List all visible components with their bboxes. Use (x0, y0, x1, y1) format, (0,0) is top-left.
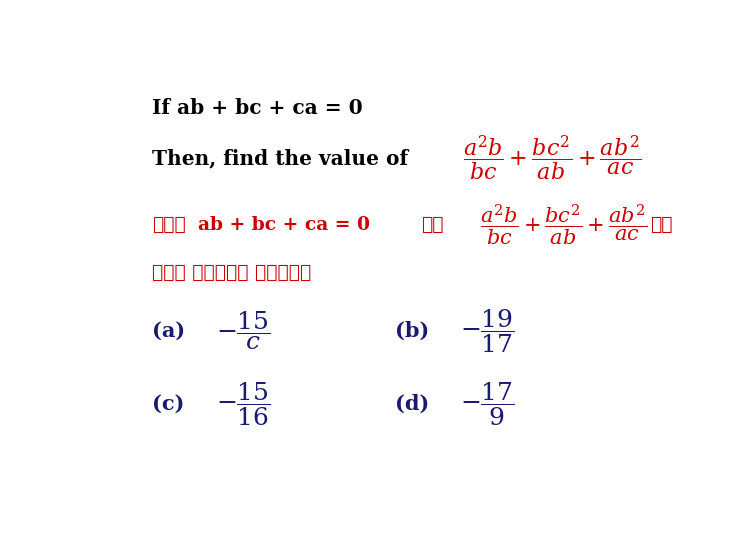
Text: (b): (b) (396, 321, 430, 341)
Text: $-\dfrac{19}{17}$: $-\dfrac{19}{17}$ (460, 307, 514, 355)
Text: $-\dfrac{17}{9}$: $-\dfrac{17}{9}$ (460, 380, 514, 428)
Text: $-\dfrac{15}{c}$: $-\dfrac{15}{c}$ (216, 309, 271, 352)
Text: मान ज्ञात कीजिए: मान ज्ञात कीजिए (152, 263, 311, 282)
Text: तो: तो (421, 215, 444, 234)
Text: ab + bc + ca = 0: ab + bc + ca = 0 (198, 216, 370, 234)
Text: (d): (d) (396, 394, 430, 414)
Text: $\dfrac{a^2b}{bc}+\dfrac{bc^2}{ab}+\dfrac{ab^2}{ac}$: $\dfrac{a^2b}{bc}+\dfrac{bc^2}{ab}+\dfra… (480, 202, 647, 247)
Text: का: का (650, 215, 672, 234)
Text: $-\dfrac{15}{16}$: $-\dfrac{15}{16}$ (216, 380, 271, 428)
Text: (c): (c) (152, 394, 184, 414)
Text: If ab + bc + ca = 0: If ab + bc + ca = 0 (152, 98, 363, 118)
Text: $\dfrac{a^2b}{bc}+\dfrac{bc^2}{ab}+\dfrac{ab^2}{ac}$: $\dfrac{a^2b}{bc}+\dfrac{bc^2}{ab}+\dfra… (463, 134, 641, 183)
Text: (a): (a) (152, 321, 185, 341)
Text: यदि: यदि (152, 215, 186, 234)
Text: Then, find the value of: Then, find the value of (152, 148, 408, 168)
